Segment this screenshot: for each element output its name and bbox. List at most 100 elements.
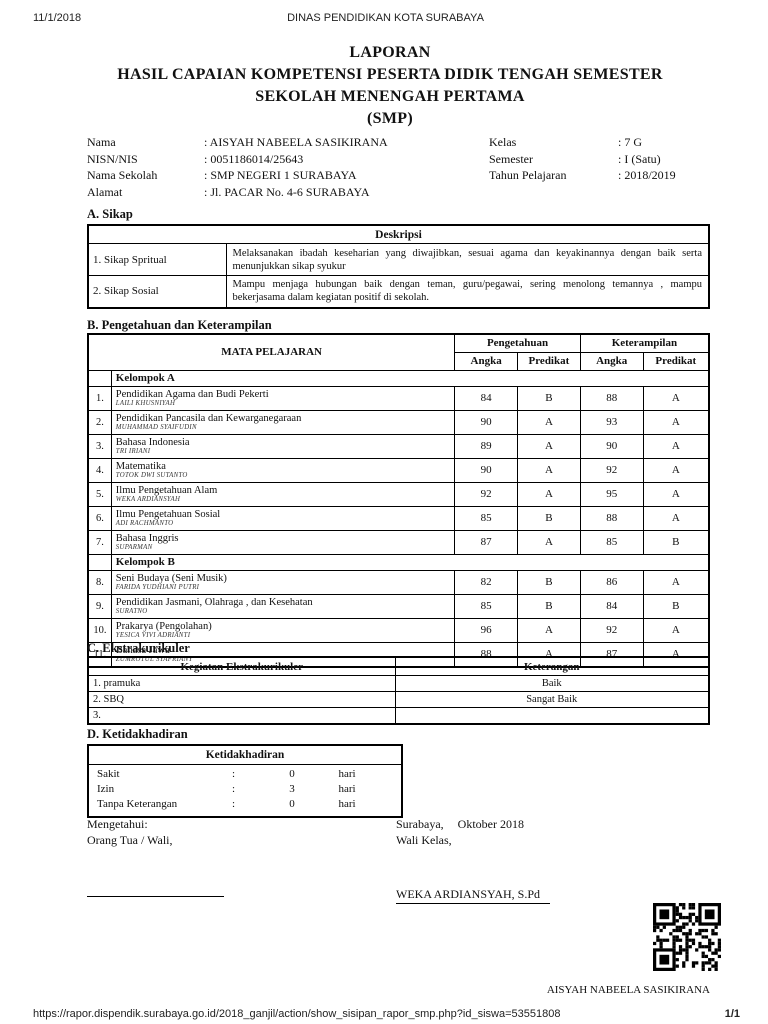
- student-name-row: Nama : AISYAH NABEELA SASIKIRANA: [87, 134, 388, 151]
- row-number: 5.: [87, 481, 112, 507]
- student-name-label: Nama: [87, 135, 116, 149]
- knowledge-grade: A: [517, 529, 581, 555]
- homeroom-teacher-name: WEKA ARDIANSYAH, S.Pd: [396, 886, 551, 904]
- semester-row: Semester : I (Satu): [489, 151, 676, 168]
- table-row: 1. Pendidikan Agama dan Budi Pekerti LAIL…: [87, 385, 710, 411]
- subject-name: Seni Budaya (Seni Musik): [115, 573, 227, 584]
- page-number: 1/1: [724, 1008, 740, 1020]
- school-name-value: : SMP NEGERI 1 SURABAYA: [204, 168, 357, 182]
- absence-value: 3: [289, 783, 295, 795]
- school-name-row: Nama Sekolah : SMP NEGERI 1 SURABAYA: [87, 167, 388, 184]
- teacher-name: WEKA ARDIANSYAH: [115, 496, 181, 503]
- colon: :: [232, 783, 236, 795]
- school-year-value: : 2018/2019: [618, 168, 676, 182]
- skill-score: 86: [579, 569, 644, 595]
- absence-label: Sakit: [97, 768, 120, 780]
- row-number: 8.: [87, 569, 112, 595]
- grades-table: MATA PELAJARAN Pengetahuan Keterampilan …: [87, 333, 710, 668]
- knowledge-grade: B: [517, 385, 581, 411]
- group-a-label: Kelompok A: [110, 369, 710, 387]
- extracurricular-table: Kegiatan Ekstrakurikuler Keterangan 1. p…: [87, 656, 710, 725]
- teacher-name: TOTOK DWI SUTANTO: [115, 472, 188, 479]
- teacher-name: SUPARMAN: [115, 544, 153, 551]
- absence-row-sick: Sakit : 0 hari: [89, 767, 401, 782]
- signature-date: Oktober 2018: [457, 817, 524, 831]
- table-row: 4. Matematika TOTOK DWI SUTANTO 90 A 92 A: [87, 457, 710, 483]
- school-name-label: Nama Sekolah: [87, 168, 158, 182]
- activity-name: 1. pramuka: [87, 675, 396, 692]
- school-address-row: Alamat : Jl. PACAR No. 4-6 SURABAYA: [87, 184, 388, 201]
- knowledge-grade: A: [517, 409, 581, 435]
- teacher-name: YESICA VIVI ADRIANTI: [115, 632, 191, 639]
- row-number: 6.: [87, 505, 112, 531]
- col-header-know-score: Angka: [454, 351, 519, 371]
- attitude-table: Deskripsi 1. Sikap Spritual Melaksanakan…: [87, 224, 710, 309]
- knowledge-score: 90: [454, 457, 519, 483]
- parent-label: Orang Tua / Wali,: [87, 833, 173, 847]
- absence-unit: hari: [338, 798, 356, 810]
- table-row: 2. Sikap Sosial Mampu menjaga hubungan b…: [87, 275, 710, 308]
- absence-unit: hari: [338, 783, 356, 795]
- absence-label: Izin: [97, 783, 115, 795]
- absence-label: Tanpa Keterangan: [97, 798, 178, 810]
- subject-name: Pendidikan Jasmani, Olahraga , dan Keseh…: [115, 597, 313, 608]
- table-row: 3. Bahasa Indonesia TRI IRIANI 89 A 90 A: [87, 433, 710, 459]
- qr-caption: AISYAH NABEELA SASIKIRANA: [546, 984, 710, 996]
- col-header-note: Keterangan: [394, 656, 710, 676]
- skill-grade: A: [642, 505, 710, 531]
- skill-grade: A: [642, 569, 710, 595]
- table-row: 8. Seni Budaya (Seni Musik) FARIDA YUDHIA…: [87, 569, 710, 595]
- attitude-table-header: Deskripsi: [87, 224, 710, 244]
- absence-table-header: Ketidakhadiran: [89, 746, 401, 765]
- knowledge-score: 90: [454, 409, 519, 435]
- group-b-row: Kelompok B: [87, 553, 710, 571]
- skill-score: 95: [579, 481, 644, 507]
- subject-name: Pendidikan Agama dan Budi Pekerti: [115, 389, 269, 400]
- absence-row-permit: Izin : 3 hari: [89, 782, 401, 797]
- skill-grade: B: [642, 529, 710, 555]
- absence-unit: hari: [338, 768, 356, 780]
- col-header-skill-grade: Predikat: [642, 351, 710, 371]
- absence-value: 0: [289, 768, 295, 780]
- absence-row-no-reason: Tanpa Keterangan : 0 hari: [89, 797, 401, 812]
- subject-name: Ilmu Pengetahuan Sosial: [115, 509, 221, 520]
- col-header-subject: MATA PELAJARAN: [87, 333, 456, 371]
- activity-note: [394, 707, 710, 725]
- subject-name: Bahasa Inggris: [115, 533, 179, 544]
- colon: :: [232, 768, 236, 780]
- print-title: DINAS PENDIDIKAN KOTA SURABAYA: [287, 12, 484, 24]
- parent-signature-line: [87, 896, 224, 897]
- absence-table: Ketidakhadiran Sakit : 0 hari Izin : 3 h…: [87, 744, 403, 818]
- teacher-name: ADI RACHMANTO: [115, 520, 174, 527]
- knowledge-grade: B: [517, 505, 581, 531]
- row-number: 7.: [87, 529, 112, 555]
- student-nisn-value: : 0051186014/25643: [204, 151, 304, 166]
- section-b-heading: B. Pengetahuan dan Keterampilan: [87, 318, 272, 332]
- activity-name: 2. SBQ: [87, 691, 396, 708]
- school-address-value: : Jl. PACAR No. 4-6 SURABAYA: [204, 184, 370, 199]
- subject-name: Pendidikan Pancasila dan Kewarganegaraan: [115, 413, 302, 424]
- teacher-name: TRI IRIANI: [115, 448, 151, 455]
- parent-signature: Mengetahui: Orang Tua / Wali,: [87, 816, 172, 848]
- skill-grade: A: [642, 617, 710, 643]
- skill-score: 93: [579, 409, 644, 435]
- teacher-name: FARIDA YUDHIANI PUTRI: [115, 584, 200, 591]
- subject-name: Prakarya (Pengolahan): [115, 621, 212, 632]
- student-info-left: Nama : AISYAH NABEELA SASIKIRANA NISN/NI…: [87, 134, 388, 200]
- row-number: 2.: [87, 409, 112, 435]
- absence-value: 0: [289, 798, 295, 810]
- semester-value: : I (Satu): [618, 151, 661, 166]
- knowledge-score: 85: [454, 593, 519, 619]
- row-number: 4.: [87, 457, 112, 483]
- table-row: 1. pramuka Baik: [87, 675, 710, 692]
- knowledge-grade: B: [517, 593, 581, 619]
- student-nisn-label: NISN/NIS: [87, 151, 138, 166]
- skill-score: 88: [579, 385, 644, 411]
- title-line-4: (SMP): [367, 110, 413, 127]
- knowledge-score: 92: [454, 481, 519, 507]
- homeroom-label: Wali Kelas,: [396, 833, 452, 847]
- knowledge-score: 96: [454, 617, 519, 643]
- student-name-value: : AISYAH NABEELA SASIKIRANA: [204, 135, 388, 149]
- subject-name: Matematika: [115, 461, 166, 472]
- skill-score: 92: [579, 457, 644, 483]
